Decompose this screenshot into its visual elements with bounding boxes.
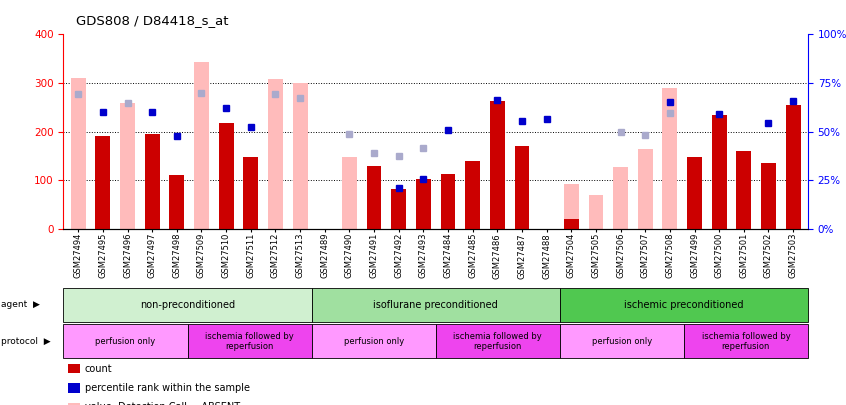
Text: perfusion only: perfusion only — [591, 337, 652, 346]
Bar — [96, 136, 110, 229]
Text: ischemia followed by
reperfusion: ischemia followed by reperfusion — [453, 332, 542, 351]
Text: value, Detection Call = ABSENT: value, Detection Call = ABSENT — [85, 403, 239, 405]
Text: agent  ▶: agent ▶ — [1, 300, 40, 309]
Bar — [490, 101, 505, 229]
Text: perfusion only: perfusion only — [343, 337, 404, 346]
Bar — [392, 189, 406, 229]
Text: isoflurane preconditioned: isoflurane preconditioned — [373, 300, 498, 310]
Bar — [761, 163, 776, 229]
Text: protocol  ▶: protocol ▶ — [1, 337, 51, 346]
Bar — [687, 158, 702, 229]
Bar — [342, 157, 357, 229]
Bar — [613, 166, 628, 229]
Bar — [711, 115, 727, 229]
Text: ischemic preconditioned: ischemic preconditioned — [624, 300, 744, 310]
Text: percentile rank within the sample: percentile rank within the sample — [85, 383, 250, 393]
Bar — [564, 183, 579, 229]
Bar — [638, 149, 652, 229]
Bar — [293, 83, 307, 229]
Bar — [589, 195, 603, 229]
Bar — [145, 134, 160, 229]
Bar — [441, 174, 455, 229]
Bar — [465, 161, 480, 229]
Bar — [514, 146, 530, 229]
Bar — [564, 219, 579, 229]
Bar — [366, 166, 382, 229]
Text: ischemia followed by
reperfusion: ischemia followed by reperfusion — [701, 332, 790, 351]
Bar — [662, 88, 678, 229]
Bar — [786, 105, 800, 229]
Bar — [194, 62, 209, 229]
Text: GDS808 / D84418_s_at: GDS808 / D84418_s_at — [76, 14, 228, 27]
Bar — [736, 151, 751, 229]
Text: count: count — [85, 364, 113, 373]
Bar — [120, 103, 135, 229]
Text: non-preconditioned: non-preconditioned — [140, 300, 235, 310]
Bar — [268, 79, 283, 229]
Bar — [244, 157, 258, 229]
Bar — [71, 78, 85, 229]
Bar — [219, 123, 233, 229]
Bar — [169, 175, 184, 229]
Bar — [416, 179, 431, 229]
Text: perfusion only: perfusion only — [96, 337, 156, 346]
Text: ischemia followed by
reperfusion: ischemia followed by reperfusion — [206, 332, 294, 351]
